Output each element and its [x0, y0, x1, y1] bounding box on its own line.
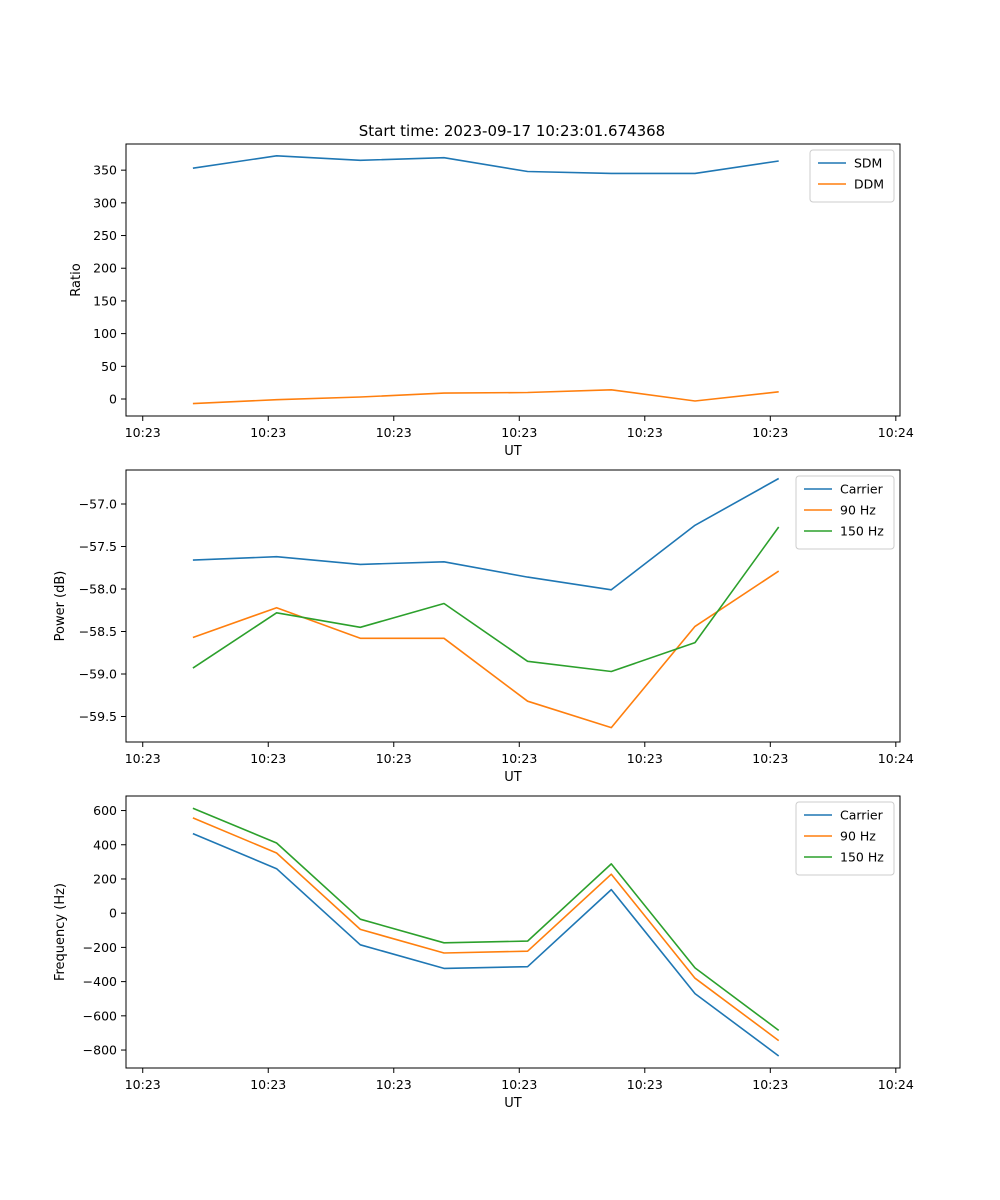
- y-tick-label: 250: [93, 228, 117, 243]
- legend-entry: SDM: [854, 156, 882, 171]
- y-tick-label: 0: [109, 906, 117, 921]
- legend-entry: 90 Hz: [840, 503, 876, 518]
- series-line-carrier: [192, 832, 780, 1057]
- x-tick-label: 10:24: [878, 1077, 914, 1092]
- y-tick-label: −59.5: [79, 709, 117, 724]
- x-tick-label: 10:23: [627, 425, 663, 440]
- y-tick-label: 200: [93, 871, 117, 886]
- y-tick-label: −200: [83, 940, 117, 955]
- x-axis-label: UT: [504, 444, 522, 459]
- y-tick-label: −800: [83, 1043, 117, 1058]
- x-axis-label: UT: [504, 1096, 522, 1111]
- y-tick-label: −58.0: [79, 582, 117, 597]
- y-tick-label: 0: [109, 392, 117, 407]
- y-tick-label: −57.5: [79, 539, 117, 554]
- x-tick-label: 10:23: [250, 1077, 286, 1092]
- x-tick-label: 10:23: [501, 425, 537, 440]
- x-tick-label: 10:24: [878, 751, 914, 766]
- y-tick-label: 150: [93, 293, 117, 308]
- x-tick-label: 10:23: [376, 425, 412, 440]
- y-tick-label: −400: [83, 974, 117, 989]
- x-tick-label: 10:23: [376, 1077, 412, 1092]
- series-line-90-hz: [192, 570, 780, 729]
- x-tick-label: 10:24: [878, 425, 914, 440]
- x-tick-label: 10:23: [627, 1077, 663, 1092]
- y-tick-label: 400: [93, 837, 117, 852]
- y-tick-label: 350: [93, 163, 117, 178]
- x-tick-label: 10:23: [250, 751, 286, 766]
- x-tick-label: 10:23: [627, 751, 663, 766]
- legend: SDM DDM: [809, 149, 895, 203]
- x-tick-label: 10:23: [752, 425, 788, 440]
- y-tick-label: 300: [93, 195, 117, 210]
- series-line-150-hz: [192, 807, 780, 1032]
- figure-title: Start time: 2023-09-17 10:23:01.674368: [359, 122, 665, 140]
- y-tick-label: 100: [93, 326, 117, 341]
- chart-panel-3: 10:23 10:23 10:23 10:23 10:23 10:23 10:24 −800 −…: [53, 795, 914, 1111]
- legend-entry: DDM: [854, 177, 884, 192]
- chart-panel-1: 10:23 10:23 10:23 10:23 10:23 10:23 10:24 0 50 10…: [69, 143, 914, 459]
- axes-frame: [125, 143, 901, 417]
- legend-entry: 150 Hz: [840, 850, 884, 865]
- series-line-carrier: [192, 477, 780, 591]
- y-tick-label: −59.0: [79, 667, 117, 682]
- x-tick-label: 10:23: [501, 1077, 537, 1092]
- x-tick-label: 10:23: [125, 1077, 161, 1092]
- axes-frame: [125, 795, 901, 1069]
- x-tick-label: 10:23: [752, 1077, 788, 1092]
- series-line-sdm: [192, 155, 779, 175]
- axes-frame: [125, 469, 901, 743]
- x-tick-label: 10:23: [376, 751, 412, 766]
- y-tick-label: 200: [93, 261, 117, 276]
- x-tick-label: 10:23: [501, 751, 537, 766]
- legend: Carrier 90 Hz 150 Hz: [795, 801, 895, 876]
- series-line-ddm: [192, 388, 779, 405]
- x-tick-label: 10:23: [125, 425, 161, 440]
- legend: Carrier 90 Hz 150 Hz: [795, 475, 895, 550]
- chart-panel-2: 10:23 10:23 10:23 10:23 10:23 10:23 10:24 −59.5…: [53, 469, 914, 785]
- y-axis-label: Ratio: [69, 263, 84, 296]
- x-tick-label: 10:23: [752, 751, 788, 766]
- legend-entry: Carrier: [840, 482, 884, 497]
- x-axis-label: UT: [504, 770, 522, 785]
- legend-entry: 150 Hz: [840, 524, 884, 539]
- x-tick-label: 10:23: [250, 425, 286, 440]
- y-axis-label: Frequency (Hz): [53, 883, 68, 981]
- legend-entry: Carrier: [840, 808, 884, 823]
- y-tick-label: −600: [83, 1008, 117, 1023]
- series-line-150-hz: [192, 526, 780, 673]
- x-tick-label: 10:23: [125, 751, 161, 766]
- y-tick-label: −58.5: [79, 624, 117, 639]
- y-tick-label: −57.0: [79, 497, 117, 512]
- y-tick-label: 600: [93, 803, 117, 818]
- y-tick-label: 50: [101, 359, 117, 374]
- legend-entry: 90 Hz: [840, 829, 876, 844]
- series-line-90-hz: [192, 817, 780, 1042]
- y-axis-label: Power (dB): [53, 571, 68, 642]
- chart-panels: 10:23 10:23 10:23 10:23 10:23 10:23 10:24 0 50 10…: [53, 143, 914, 1111]
